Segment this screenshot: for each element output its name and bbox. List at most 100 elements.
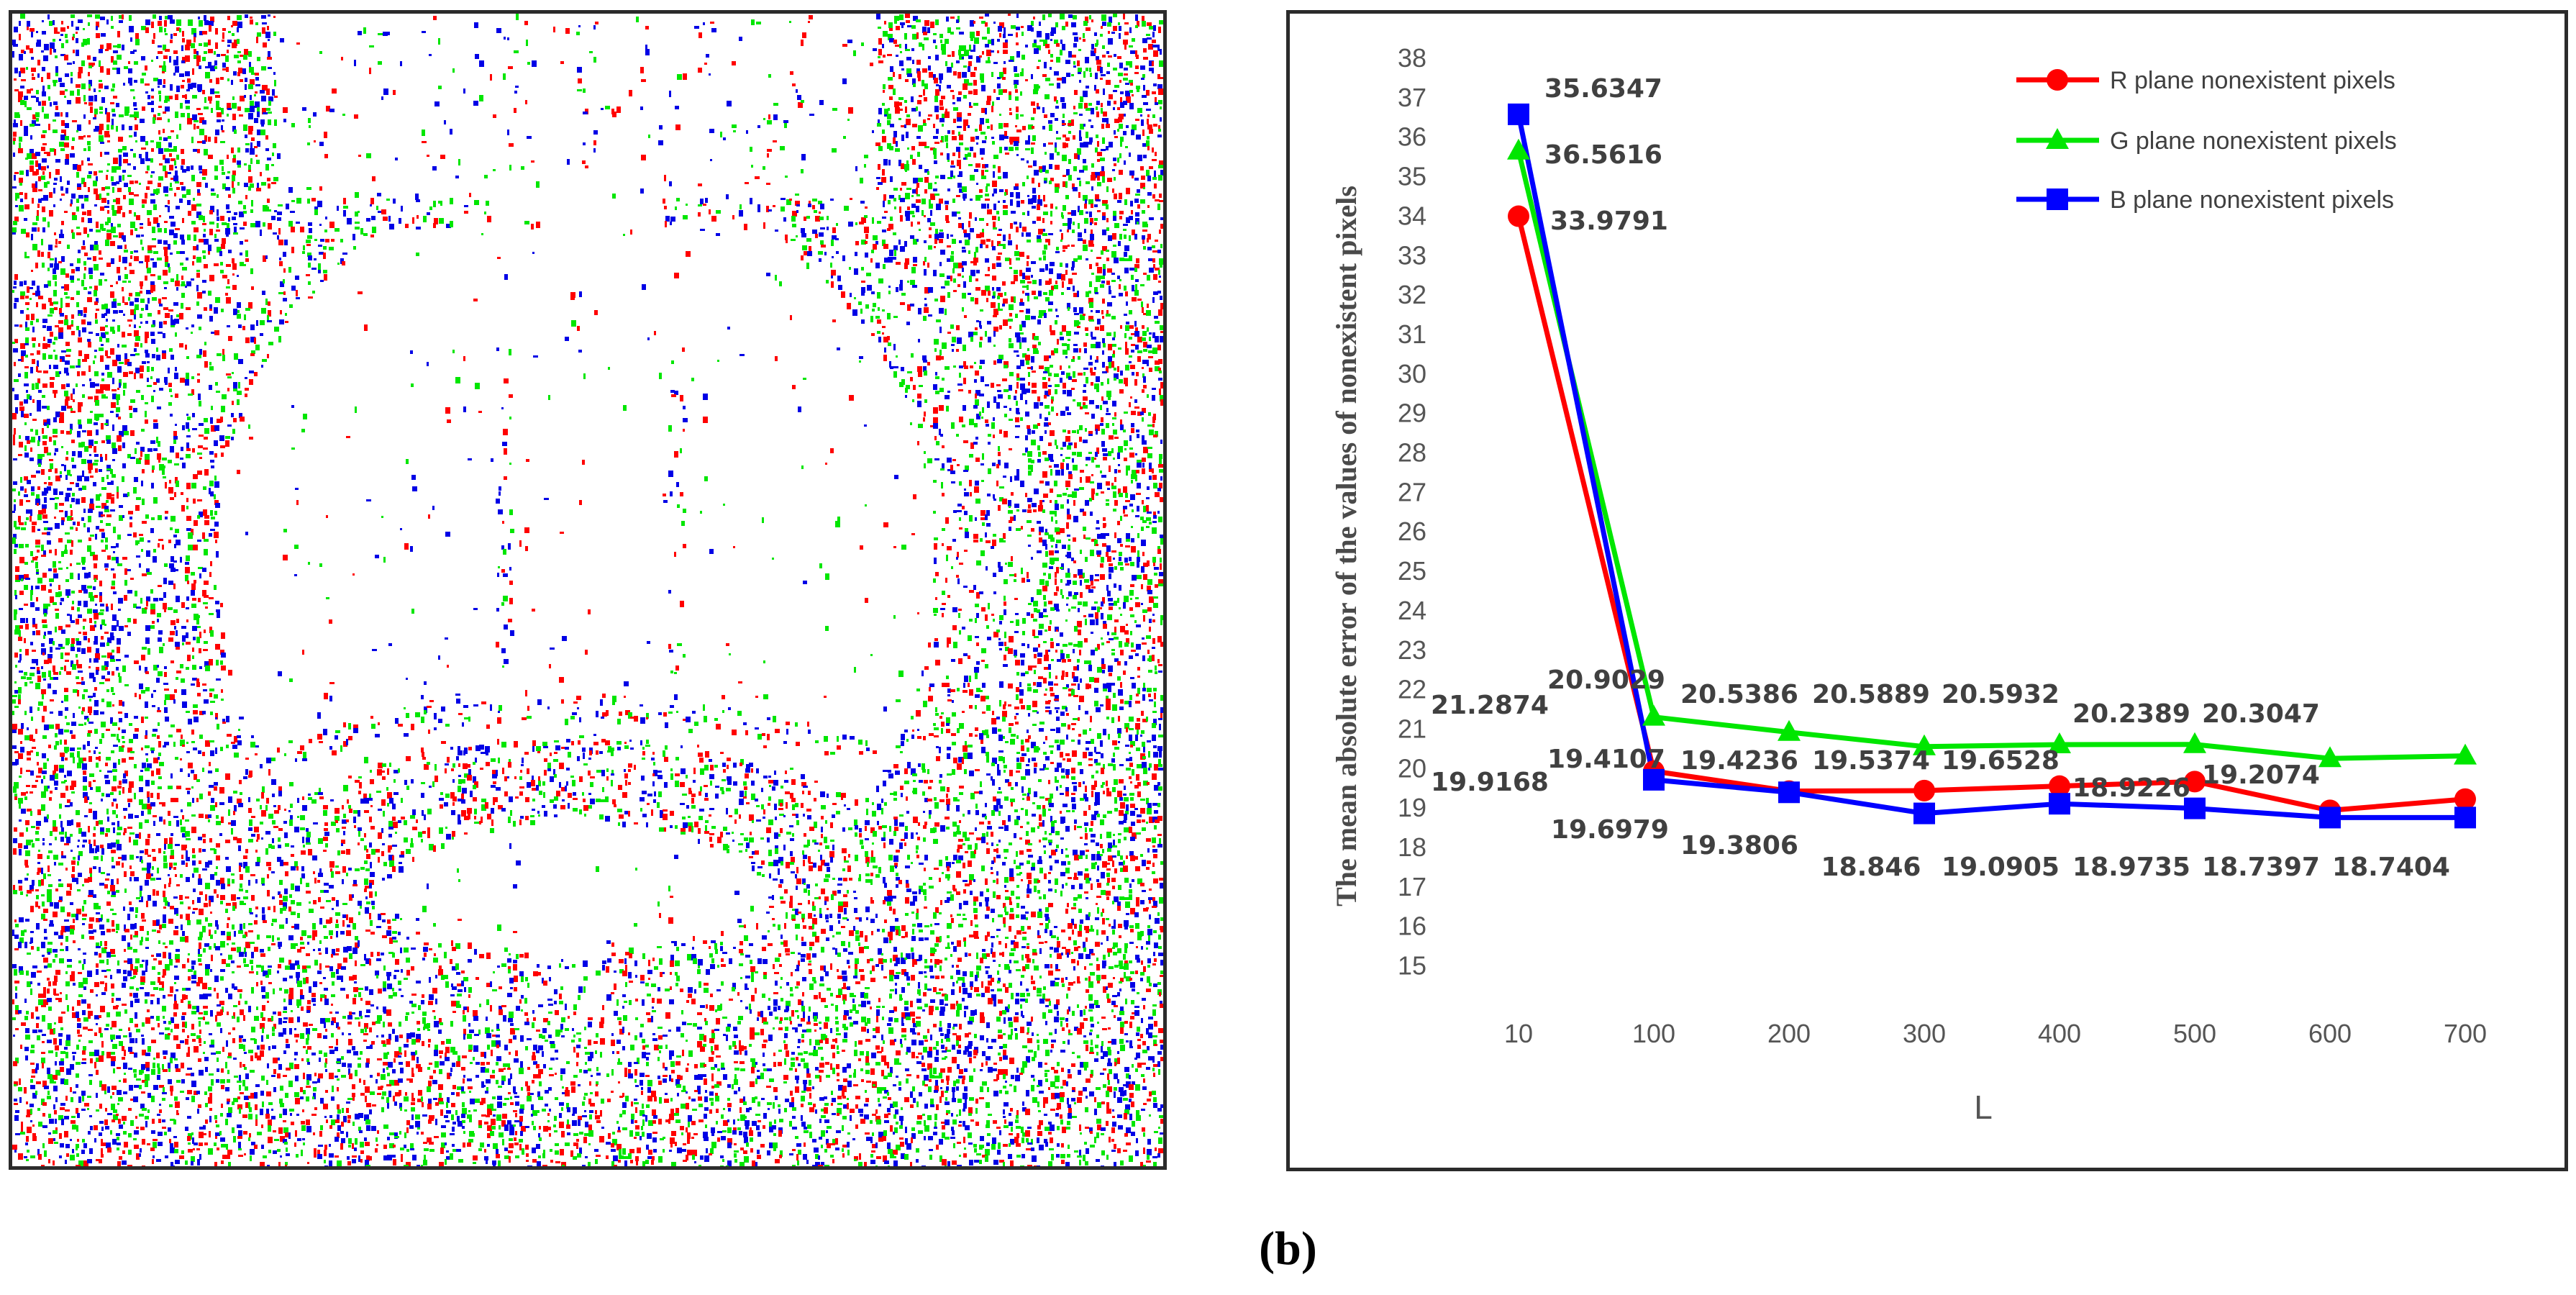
error-pixel	[1086, 333, 1088, 336]
error-pixel	[214, 511, 217, 515]
error-pixel	[1111, 296, 1116, 298]
error-pixel	[1072, 458, 1074, 463]
error-pixel	[208, 49, 213, 53]
error-pixel	[1003, 476, 1006, 478]
error-pixel	[47, 181, 50, 184]
error-pixel	[698, 212, 701, 217]
error-pixel	[670, 217, 675, 222]
error-pixel	[916, 199, 921, 203]
error-pixel	[249, 437, 253, 440]
error-pixel	[980, 232, 984, 237]
error-pixel	[415, 194, 419, 200]
error-pixel	[452, 68, 455, 73]
error-pixel	[1045, 481, 1050, 486]
error-pixel	[704, 63, 707, 65]
error-pixel	[898, 74, 901, 79]
error-pixel	[1135, 25, 1138, 28]
error-pixel	[844, 206, 849, 211]
error-pixel	[433, 16, 437, 20]
error-pixel	[1107, 178, 1112, 182]
error-pixel	[59, 491, 63, 495]
error-pixel	[1085, 327, 1088, 331]
error-pixel	[181, 60, 185, 63]
error-pixel	[1097, 152, 1102, 156]
error-pixel	[1011, 281, 1015, 284]
error-pixel	[1137, 356, 1141, 362]
error-pixel	[985, 274, 990, 276]
error-pixel	[894, 21, 897, 24]
error-pixel	[1153, 274, 1157, 280]
error-pixel	[1149, 332, 1152, 335]
error-pixel	[186, 189, 191, 195]
error-pixel	[1014, 84, 1017, 88]
error-pixel	[746, 130, 748, 134]
error-pixel	[147, 95, 150, 99]
error-pixel	[44, 488, 48, 494]
error-pixel	[185, 286, 187, 288]
error-pixel	[204, 97, 206, 103]
error-pixel	[965, 240, 970, 245]
error-pixel	[90, 106, 93, 113]
error-pixel	[1073, 371, 1075, 378]
error-pixel	[12, 186, 17, 188]
error-pixel	[156, 378, 160, 383]
error-pixel	[169, 388, 172, 392]
error-pixel	[976, 234, 981, 238]
error-pixel	[151, 60, 153, 62]
error-pixel	[775, 275, 777, 281]
error-pixel	[1111, 273, 1115, 275]
error-pixel	[186, 506, 188, 509]
error-pixel	[887, 114, 891, 119]
error-pixel	[861, 319, 865, 324]
error-pixel	[254, 94, 256, 96]
error-pixel	[1106, 200, 1108, 204]
error-pixel	[768, 209, 772, 212]
error-pixel	[928, 314, 932, 317]
error-pixel	[837, 276, 841, 281]
error-pixel	[905, 258, 909, 265]
error-pixel	[957, 383, 962, 386]
error-pixel	[883, 244, 888, 249]
error-pixel	[101, 228, 106, 231]
error-pixel	[1042, 218, 1044, 223]
error-pixel	[291, 200, 295, 202]
error-pixel	[1034, 170, 1039, 176]
error-pixel	[1016, 378, 1020, 381]
error-pixel	[1135, 65, 1139, 69]
error-pixel	[801, 169, 804, 173]
error-pixel	[704, 476, 708, 481]
error-pixel	[497, 257, 501, 259]
error-pixel	[1028, 135, 1030, 140]
error-pixel	[165, 262, 168, 267]
error-pixel	[20, 291, 25, 296]
error-pixel	[42, 406, 47, 409]
error-pixel	[163, 465, 165, 468]
error-pixel	[324, 230, 327, 232]
error-pixel	[1055, 384, 1060, 387]
error-pixel	[887, 228, 891, 231]
error-pixel	[186, 442, 189, 448]
error-pixel	[786, 199, 791, 205]
error-pixel	[1060, 504, 1064, 509]
error-pixel	[1067, 412, 1071, 415]
error-pixel	[14, 521, 17, 527]
error-pixel	[974, 379, 977, 383]
error-pixel	[99, 90, 101, 92]
error-pixel	[641, 79, 646, 82]
error-pixel	[496, 499, 500, 504]
error-pixel	[89, 229, 93, 232]
error-pixel	[993, 534, 996, 537]
error-pixel	[49, 459, 53, 461]
error-pixel	[959, 527, 962, 530]
error-pixel	[291, 286, 296, 291]
error-pixel	[170, 278, 174, 282]
error-pixel	[169, 56, 171, 63]
error-pixel	[905, 79, 909, 82]
error-pixel	[156, 355, 160, 360]
error-pixel	[43, 371, 48, 373]
error-pixel	[996, 211, 999, 214]
error-pixel	[232, 258, 235, 263]
error-pixel	[899, 44, 901, 48]
error-pixel	[42, 158, 47, 163]
error-pixel	[1096, 310, 1100, 313]
